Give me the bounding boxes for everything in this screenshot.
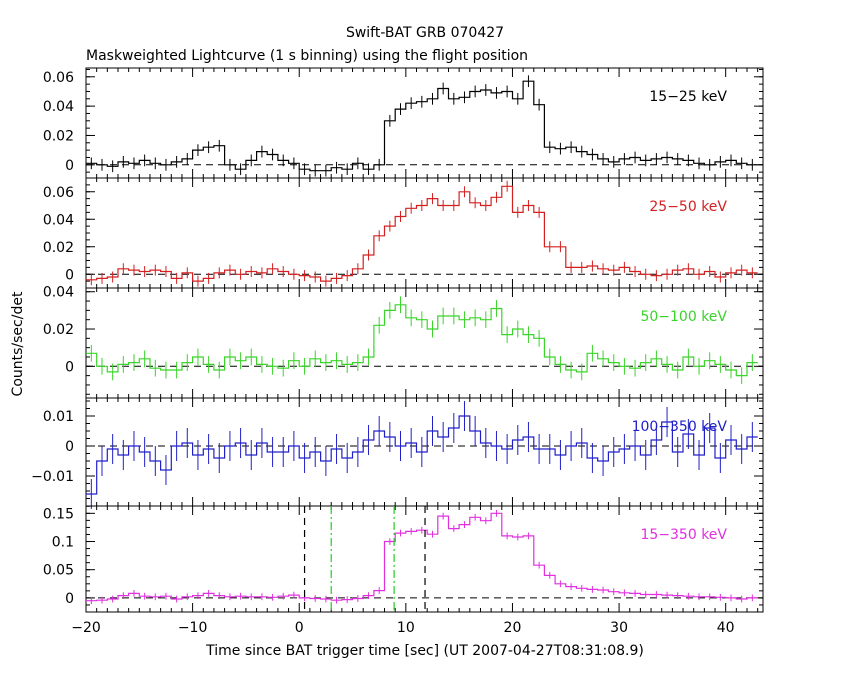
panel-2: 0 0.02 0.04 0.06 25−50 keV xyxy=(43,177,764,289)
series-label: 15−350 keV xyxy=(640,527,727,543)
series-line xyxy=(86,185,758,282)
y-tick-label: 0.04 xyxy=(43,99,74,115)
panel-5: 0 0.05 0.1 0.15 15−350 keV xyxy=(43,505,764,613)
y-tick-label: 0 xyxy=(65,158,74,174)
y-tick-label: 0.01 xyxy=(43,409,74,425)
y-tick-label: 0.05 xyxy=(43,563,74,579)
y-tick-label: 0.04 xyxy=(43,212,74,228)
x-tick-label: −10 xyxy=(178,620,208,636)
y-tick-label: 0 xyxy=(65,267,74,283)
panels: 0 0.02 0.04 0.06 15−25 keV 0 0.02 0.04 0.06 25−50… xyxy=(31,67,764,613)
series-line xyxy=(86,512,758,602)
y-tick-label: 0.02 xyxy=(43,322,74,338)
y-tick-label: 0.15 xyxy=(43,506,74,522)
series-label: 25−50 keV xyxy=(649,199,727,215)
panel-4: −0.01 0 0.01 100−350 keV xyxy=(31,397,764,509)
y-tick-label: 0.1 xyxy=(52,535,74,551)
x-tick-label: 0 xyxy=(295,620,304,636)
x-tick-label: 20 xyxy=(504,620,522,636)
x-tick-label: −20 xyxy=(71,620,101,636)
y-tick-label: 0.04 xyxy=(43,285,74,301)
y-tick-label: 0.02 xyxy=(43,128,74,144)
x-axis-label: Time since BAT trigger time [sec] (UT 20… xyxy=(205,643,644,659)
series-label: 50−100 keV xyxy=(640,309,727,325)
x-axis: −20 −10 0 10 20 30 40 xyxy=(71,620,734,636)
x-tick-label: 40 xyxy=(717,620,735,636)
y-tick-label: −0.01 xyxy=(31,469,74,485)
y-tick-label: 0.06 xyxy=(43,185,74,201)
series-line xyxy=(86,80,758,172)
chart-subtitle: Maskweighted Lightcurve (1 s binning) us… xyxy=(86,48,528,64)
panel-3: 0 0.02 0.04 50−100 keV xyxy=(43,285,764,399)
series-label: 15−25 keV xyxy=(649,89,727,105)
y-tick-label: 0.06 xyxy=(43,70,74,86)
x-tick-label: 10 xyxy=(397,620,415,636)
x-tick-label: 30 xyxy=(610,620,628,636)
y-tick-label: 0.02 xyxy=(43,240,74,256)
series-label: 100−350 keV xyxy=(632,419,728,435)
panel-frame xyxy=(85,287,764,399)
y-axis-label: Counts/sec/det xyxy=(10,291,26,396)
chart-title: Swift-BAT GRB 070427 xyxy=(346,25,504,41)
panel-1: 0 0.02 0.04 0.06 15−25 keV xyxy=(43,67,764,179)
y-tick-label: 0 xyxy=(65,359,74,375)
y-tick-label: 0 xyxy=(65,591,74,607)
y-tick-label: 0 xyxy=(65,439,74,455)
